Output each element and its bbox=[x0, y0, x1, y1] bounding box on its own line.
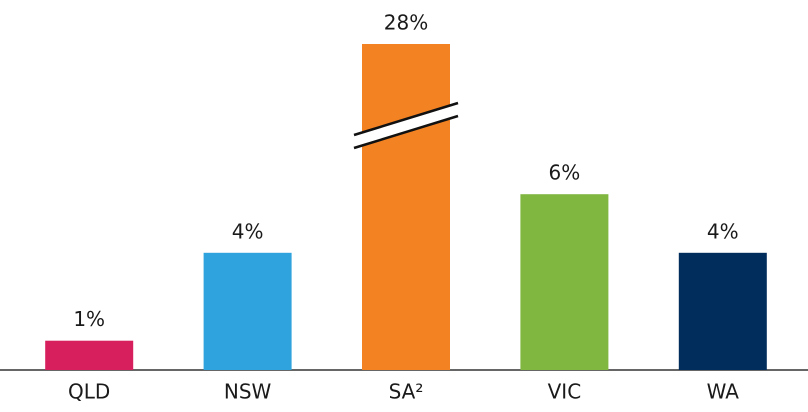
value-label: 4% bbox=[707, 219, 739, 243]
bar bbox=[45, 340, 134, 370]
x-tick-label: SA² bbox=[389, 380, 424, 404]
value-label: 28% bbox=[384, 11, 428, 35]
axis-break bbox=[354, 103, 458, 148]
bar bbox=[520, 194, 609, 370]
bar bbox=[678, 252, 767, 370]
x-tick-label: QLD bbox=[68, 380, 110, 404]
value-label: 1% bbox=[73, 307, 105, 331]
axis-break-line bbox=[353, 114, 459, 150]
x-tick-label: NSW bbox=[224, 380, 272, 404]
value-label: 6% bbox=[549, 161, 581, 185]
bar bbox=[362, 44, 450, 370]
bar bbox=[203, 252, 292, 370]
x-tick-label: VIC bbox=[548, 380, 582, 404]
x-tick-label: WA bbox=[707, 380, 740, 404]
value-label: 4% bbox=[232, 219, 264, 243]
axis-break-line bbox=[353, 101, 459, 137]
